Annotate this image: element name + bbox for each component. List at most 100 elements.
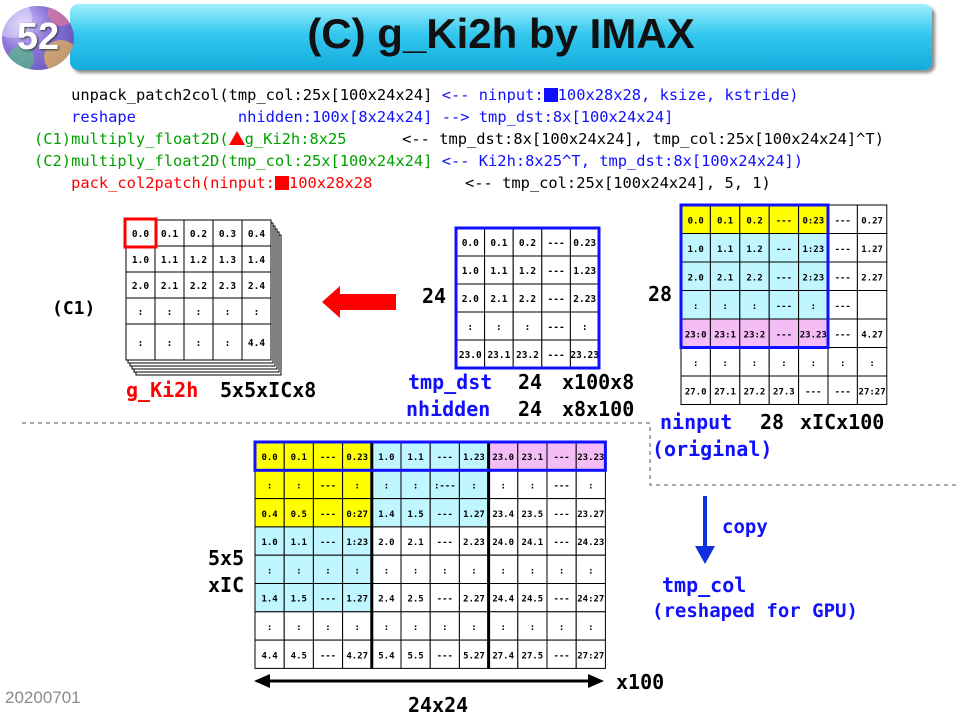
col-grid-value: : [500, 481, 505, 491]
input-grid-value: 27.3 [773, 387, 795, 397]
input-grid-cell [798, 290, 829, 320]
dashed-separator [22, 422, 960, 486]
kernel-grid-value: 2.4 [248, 281, 265, 292]
col-grid-cell [546, 554, 577, 585]
input-grid-value: 0.0 [688, 216, 704, 226]
dst-side-label: 24 [422, 284, 447, 308]
code-line: (C2)multiply_float2D(tmp_col:25x[100x24x… [34, 150, 803, 172]
code-line: (C1)multiply_float2D(g_Ki2h:8x25 <-- tmp… [34, 128, 884, 150]
input-grid-cell [827, 375, 858, 405]
col-grid-value: : [471, 481, 476, 491]
col-grid-value: : [588, 566, 593, 576]
input-grid-value: 2.0 [688, 273, 704, 283]
code-call-arg: 100x28x28 [288, 174, 465, 192]
col-grid-value: --- [437, 538, 453, 548]
col-grid-cell [517, 583, 548, 613]
dst-grid-value: 1.2 [519, 266, 536, 277]
g-ki2h-dims: 5x5xICx8 [220, 378, 317, 402]
col-grid-value: : [500, 623, 505, 633]
dst-grid-cell [541, 227, 571, 257]
input-grid-value: 0.1 [717, 216, 733, 226]
col-grid-cell [546, 583, 577, 613]
dst-grid-value: : [496, 322, 502, 333]
dst-grid-cell [569, 283, 600, 313]
col-grid-value: : [354, 566, 359, 576]
dst-grid-value: 0.2 [519, 238, 536, 249]
ninput-dim: 28 [760, 410, 785, 434]
col-grid-cell [517, 469, 548, 500]
kernel-grid-cell [183, 297, 214, 325]
col-grid-value: 23.1 [522, 453, 544, 463]
col-grid-value: 23.27 [577, 510, 604, 520]
col-grid-value: 1.5 [291, 595, 307, 605]
dst-grid-value: --- [548, 322, 565, 333]
kernel-grid-value: 1.2 [190, 255, 207, 266]
tmp-col-note: (reshaped for GPU) [652, 600, 858, 622]
kernel-highlight-cell [123, 217, 158, 249]
col-grid-cell [342, 498, 373, 528]
col-grid-value: : [296, 481, 301, 491]
col-grid-value: 24.1 [522, 538, 544, 548]
input-grid-cell [709, 290, 741, 320]
col-grid-value: 0:27 [346, 510, 368, 520]
tmp-dst-label: tmp_dst [408, 370, 493, 394]
footer-date: 20200701 [5, 688, 81, 707]
input-grid-cell [680, 375, 711, 405]
dst-grid-value: 0.1 [490, 238, 507, 249]
input-grid-value: 23:0 [685, 330, 707, 340]
col-grid-value: 4.5 [291, 651, 307, 661]
dst-grid-cell [541, 255, 571, 285]
col-grid-value: 2.0 [378, 538, 394, 548]
kernel-grid-cell [154, 219, 185, 247]
col-grid-cell [575, 554, 606, 585]
slide-number: 52 [16, 16, 60, 58]
g-ki2h-label: g_Ki2h [126, 378, 199, 402]
ninput-label: ninput [660, 410, 733, 434]
col-grid-cell [283, 611, 314, 641]
col-grid-value: 5.4 [378, 651, 395, 661]
col-grid-value: 24.5 [522, 595, 544, 605]
col-grid-value: :--- [434, 481, 456, 491]
code-call: (C1)multiply_float2D( [34, 130, 229, 148]
dst-grid-value: 1.0 [462, 266, 479, 277]
col-grid-cell [283, 583, 314, 613]
col-grid-value: : [325, 566, 330, 576]
col-grid-value: 23.4 [492, 510, 514, 520]
col-grid-value: 24:27 [577, 595, 604, 605]
input-grid-value: 1.2 [746, 245, 762, 255]
col-grid-value: : [559, 623, 564, 633]
copy-arrow-head-icon [695, 546, 715, 564]
col-grid-value: 4.27 [346, 651, 368, 661]
kernel-grid-cell [241, 297, 272, 325]
input-grid-value: --- [776, 216, 792, 226]
input-grid-value: 1.1 [717, 245, 733, 255]
input-grid-cell [768, 261, 800, 291]
kernel-grid-cell [125, 297, 156, 325]
dst-grid-cell [484, 339, 514, 369]
col-grid-cell [429, 498, 460, 528]
dst-grid-value: 0.0 [462, 238, 479, 249]
dst-grid-value: 2.1 [490, 294, 507, 305]
kernel-grid-value: : [138, 338, 144, 349]
code-operands: --> tmp_dst:8x[100x24x24] [441, 108, 674, 126]
input-grid-value: 2.2 [746, 273, 762, 283]
col-grid-cell [283, 498, 314, 528]
col-grid-cell [400, 583, 431, 613]
code-operands: <-- tmp_dst:8x[100x24x24], tmp_col:25x[1… [402, 130, 884, 148]
width-label: 24x24 [408, 693, 469, 717]
col-grid-cell [575, 498, 606, 528]
kernel-grid-value: 2.0 [132, 281, 149, 292]
input-grid-value: 0.2 [746, 216, 762, 226]
col-grid-value: : [588, 481, 593, 491]
dst-grid-value: 23.23 [570, 350, 599, 361]
code-operands: <-- Ki2h:8x25^T, tmp_dst:8x[100x24x24]) [441, 152, 804, 170]
kernel-grid-value: : [254, 307, 260, 318]
input-grid-value: : [752, 359, 757, 369]
col-grid-value: : [442, 623, 447, 633]
input-grid-value: : [781, 359, 786, 369]
col-grid-cell [400, 441, 431, 471]
input-grid-value: 2.27 [861, 273, 883, 283]
col-grid-cell [488, 639, 519, 669]
input-grid-cell [739, 204, 770, 234]
col-grid-value: 1:23 [346, 538, 368, 548]
